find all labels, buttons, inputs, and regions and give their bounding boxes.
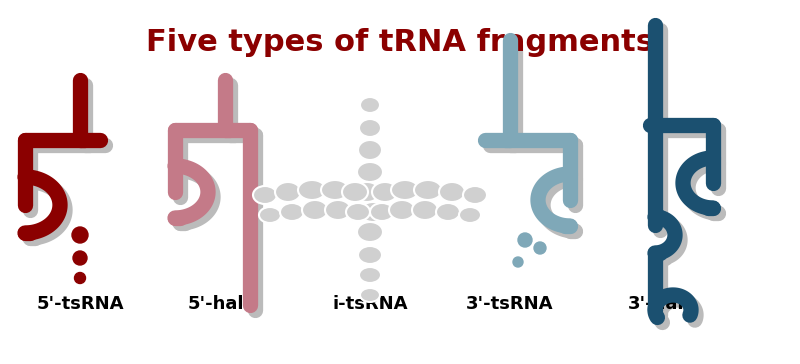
Ellipse shape [436,203,460,221]
Ellipse shape [372,182,398,202]
Circle shape [534,242,546,254]
Ellipse shape [358,140,382,160]
Ellipse shape [275,182,301,202]
Ellipse shape [463,186,487,204]
Ellipse shape [253,186,277,204]
Circle shape [513,257,523,267]
Ellipse shape [359,267,381,283]
Ellipse shape [354,182,380,202]
Text: Five types of tRNA fragments: Five types of tRNA fragments [146,28,654,57]
Ellipse shape [321,180,349,200]
Ellipse shape [302,200,328,220]
Text: 3'-tsRNA: 3'-tsRNA [466,295,554,313]
Ellipse shape [280,203,304,221]
Circle shape [73,251,87,265]
Ellipse shape [360,288,380,302]
Text: 5'-tsRNA: 5'-tsRNA [36,295,124,313]
Circle shape [74,273,86,284]
Ellipse shape [414,180,442,200]
Ellipse shape [412,200,438,220]
Ellipse shape [342,182,368,202]
Ellipse shape [259,207,281,223]
Ellipse shape [357,222,383,242]
Ellipse shape [360,97,380,113]
Ellipse shape [325,200,351,220]
Text: i-tsRNA: i-tsRNA [332,295,408,313]
Text: 3'-half: 3'-half [628,295,692,313]
Ellipse shape [391,180,419,200]
Circle shape [72,227,88,243]
Ellipse shape [360,202,386,222]
Ellipse shape [459,207,481,223]
Text: 5'-half: 5'-half [188,295,252,313]
Ellipse shape [357,162,383,182]
Ellipse shape [389,200,415,220]
Ellipse shape [359,119,381,137]
Ellipse shape [298,180,326,200]
Circle shape [518,233,532,247]
Ellipse shape [358,246,382,264]
Ellipse shape [439,182,465,202]
Ellipse shape [370,203,394,221]
Ellipse shape [346,203,370,221]
